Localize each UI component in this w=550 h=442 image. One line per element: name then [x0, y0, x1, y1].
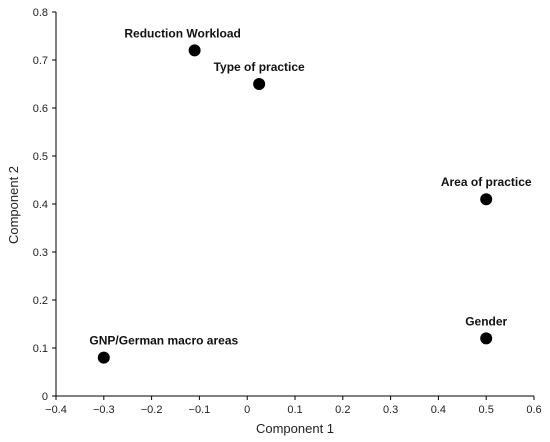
- data-point: [253, 78, 266, 90]
- x-tick-label: 0.4: [431, 404, 446, 416]
- x-tick-label: −0.1: [189, 404, 211, 416]
- data-point: [480, 193, 493, 206]
- data-point: [188, 44, 201, 57]
- y-tick-label: 0.1: [33, 343, 48, 355]
- y-axis-title: Component 2: [6, 166, 21, 244]
- x-tick-label: −0.2: [141, 404, 163, 416]
- x-tick-label: 0.6: [526, 404, 541, 416]
- y-tick-label: 0.3: [33, 247, 48, 259]
- data-point-label: GNP/German macro areas: [89, 334, 238, 348]
- x-tick-label: 0.1: [287, 404, 302, 416]
- point-labels: Reduction Workload Type of practice Area o…: [89, 26, 531, 347]
- data-points: [97, 44, 493, 364]
- x-tick-label: 0.5: [479, 404, 494, 416]
- data-point-label: Reduction Workload: [124, 26, 240, 40]
- y-tick-label: 0.2: [33, 295, 48, 307]
- data-point-label: Gender: [465, 314, 507, 328]
- y-tick-label: 0: [42, 391, 48, 403]
- y-tick-label: 0.8: [33, 7, 48, 19]
- data-point: [480, 332, 493, 345]
- data-point-label: Type of practice: [214, 60, 305, 74]
- y-tick-label: 0.7: [33, 55, 48, 67]
- x-tick-label: 0.3: [383, 404, 398, 416]
- x-tick-label: 0: [244, 404, 250, 416]
- y-tick-label: 0.5: [33, 151, 48, 163]
- x-ticks: −0.4 −0.3 −0.2 −0.1 0 0.1 0.2 0.3 0.4 0.5 0.6: [45, 396, 542, 416]
- x-tick-label: −0.3: [93, 404, 115, 416]
- data-point: [97, 351, 110, 364]
- x-tick-label: −0.4: [45, 404, 67, 416]
- x-axis-title: Component 1: [256, 421, 334, 436]
- y-tick-label: 0.6: [33, 103, 48, 115]
- data-point-label: Area of practice: [441, 175, 532, 189]
- y-ticks: 0 0.1 0.2 0.3 0.4 0.5 0.6 0.7 0.8: [33, 7, 56, 403]
- y-tick-label: 0.4: [33, 199, 48, 211]
- x-tick-label: 0.2: [335, 404, 350, 416]
